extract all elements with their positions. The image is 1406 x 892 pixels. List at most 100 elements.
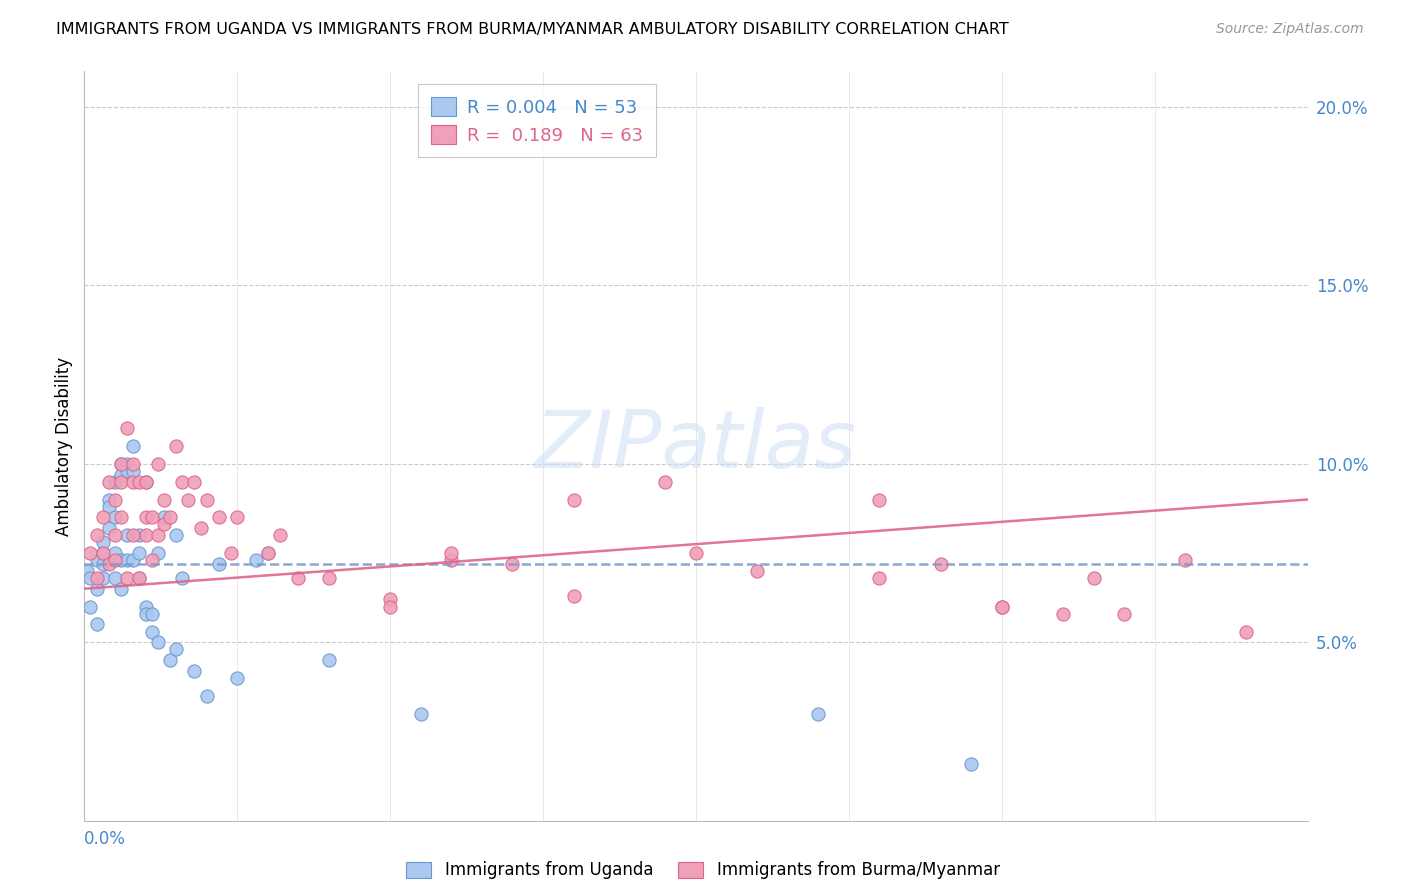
Point (440, 546, 463, 560)
Point (104, 475, 127, 489)
Point (91, 546, 114, 560)
Point (115, 464, 138, 478)
Point (91, 535, 114, 549)
Point (409, 706, 432, 721)
Point (165, 642, 187, 657)
Point (807, 706, 830, 721)
Point (226, 671, 249, 685)
Point (318, 653, 340, 667)
Point (115, 528, 138, 542)
Point (159, 510, 181, 524)
Point (110, 510, 132, 524)
Point (165, 528, 187, 542)
Point (195, 689, 218, 703)
Point (91, 557, 114, 571)
Point (122, 528, 145, 542)
Point (141, 624, 163, 639)
Point (153, 510, 176, 524)
Point (104, 510, 127, 524)
Point (502, 557, 524, 571)
Text: Source: ZipAtlas.com: Source: ZipAtlas.com (1216, 22, 1364, 37)
Point (747, 564, 769, 578)
Point (141, 553, 163, 567)
Point (79, 546, 101, 560)
Point (76, 564, 98, 578)
Point (562, 589, 585, 603)
Point (1083, 571, 1105, 585)
Legend: Immigrants from Uganda, Immigrants from Burma/Myanmar: Immigrants from Uganda, Immigrants from … (406, 861, 1000, 880)
Point (122, 475, 145, 489)
Point (115, 553, 138, 567)
Point (128, 475, 150, 489)
Point (79, 599, 101, 614)
Point (146, 528, 169, 542)
Point (135, 599, 157, 614)
Point (1174, 553, 1197, 567)
Point (869, 492, 891, 507)
Point (257, 546, 280, 560)
Point (318, 571, 340, 585)
Point (960, 756, 983, 771)
Point (135, 475, 157, 489)
Point (183, 664, 205, 678)
Point (153, 492, 176, 507)
Point (110, 475, 132, 489)
Point (91, 510, 114, 524)
Point (165, 439, 187, 453)
Point (159, 653, 181, 667)
Point (172, 571, 194, 585)
Point (146, 546, 169, 560)
Point (91, 571, 114, 585)
Text: ZIPatlas: ZIPatlas (534, 407, 858, 485)
Point (141, 607, 163, 621)
Point (172, 475, 194, 489)
Point (86, 571, 108, 585)
Point (991, 599, 1014, 614)
Point (208, 510, 231, 524)
Point (269, 528, 291, 542)
Point (245, 553, 267, 567)
Point (929, 557, 952, 571)
Point (115, 457, 138, 471)
Point (97, 492, 120, 507)
Point (135, 607, 157, 621)
Y-axis label: Ambulatory Disability: Ambulatory Disability (55, 357, 73, 535)
Point (146, 635, 169, 649)
Point (685, 546, 707, 560)
Point (869, 571, 891, 585)
Point (135, 528, 157, 542)
Point (104, 492, 127, 507)
Point (177, 492, 200, 507)
Point (380, 599, 402, 614)
Point (97, 475, 120, 489)
Point (104, 553, 127, 567)
Point (91, 546, 114, 560)
Point (146, 457, 169, 471)
Point (1114, 607, 1136, 621)
Point (1236, 624, 1258, 639)
Point (135, 510, 157, 524)
Point (97, 521, 120, 535)
Point (122, 457, 145, 471)
Point (141, 510, 163, 524)
Point (79, 571, 101, 585)
Point (122, 464, 145, 478)
Point (86, 553, 108, 567)
Point (86, 582, 108, 596)
Point (110, 467, 132, 482)
Point (110, 457, 132, 471)
Point (208, 557, 231, 571)
Legend: R = 0.004   N = 53, R =  0.189   N = 63: R = 0.004 N = 53, R = 0.189 N = 63 (418, 84, 655, 157)
Point (110, 457, 132, 471)
Point (97, 500, 120, 514)
Point (440, 553, 463, 567)
Point (122, 439, 145, 453)
Point (183, 475, 205, 489)
Point (654, 475, 676, 489)
Point (991, 599, 1014, 614)
Point (110, 553, 132, 567)
Point (110, 582, 132, 596)
Point (219, 546, 242, 560)
Point (122, 553, 145, 567)
Point (190, 521, 212, 535)
